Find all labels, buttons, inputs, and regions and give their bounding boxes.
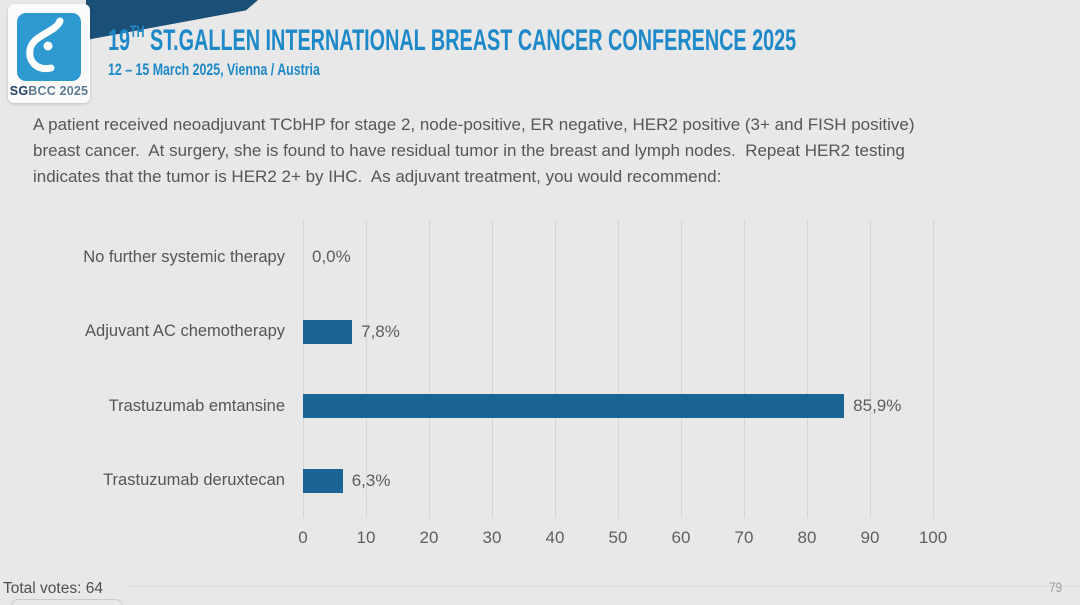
x-tick-label: 10 (356, 528, 376, 547)
x-tick-label: 80 (797, 528, 817, 547)
x-tick-label: 30 (482, 528, 502, 547)
bar-row: No further systemic therapy 0,0% (0, 244, 1080, 270)
title-ordinal: TH (130, 23, 145, 41)
gridline (933, 220, 934, 518)
bar-row: Adjuvant AC chemotherapy 7,8% (0, 319, 1080, 345)
gridline (555, 220, 556, 518)
conference-subtitle: 12 – 15 March 2025, Vienna / Austria (108, 60, 320, 79)
value-label: 7,8% (361, 321, 400, 341)
gridline (303, 220, 304, 518)
x-tick-label: 50 (608, 528, 628, 547)
category-label: Trastuzumab emtansine (108, 396, 285, 415)
bar (303, 394, 845, 419)
x-tick-label: 70 (734, 528, 754, 547)
category-label: No further systemic therapy (83, 247, 285, 266)
gridline (492, 220, 493, 518)
page-number: 79 (1049, 580, 1062, 595)
gridline (366, 220, 367, 518)
x-tick-label: 60 (671, 528, 691, 547)
x-tick-label: 100 (918, 528, 948, 547)
value-label: 6,3% (351, 470, 391, 490)
gridline (870, 220, 871, 518)
sgbcc-logo: SGBCC 2025 (8, 4, 90, 103)
category-label: Trastuzumab deruxtecan (103, 471, 285, 490)
bar-row: Trastuzumab emtansine 85,9% (0, 393, 1080, 419)
x-tick-label: 0 (298, 528, 308, 547)
question-text: A patient received neoadjuvant TCbHP for… (33, 115, 920, 186)
gridline (429, 220, 430, 518)
logo-caption: SGBCC 2025 (8, 84, 90, 98)
bar (303, 319, 353, 344)
logo-caption-sg: SG (9, 84, 29, 98)
value-label: 85,9% (853, 396, 902, 416)
value-label: 0,0% (312, 247, 351, 267)
category-label: Adjuvant AC chemotherapy (85, 322, 285, 341)
title-rest: ST.GALLEN INTERNATIONAL BREAST CANCER CO… (144, 24, 797, 57)
conference-title: 19TH ST.GALLEN INTERNATIONAL BREAST CANC… (108, 23, 797, 57)
x-tick-label: 40 (545, 528, 565, 547)
header-title-block: 19TH ST.GALLEN INTERNATIONAL BREAST CANC… (108, 23, 1080, 80)
gridline (744, 220, 745, 518)
bar-row: Trastuzumab deruxtecan 6,3% (0, 468, 1080, 494)
gridline (807, 220, 808, 518)
sgbcc-logo-icon (17, 13, 81, 81)
title-number: 19 (108, 24, 131, 57)
bar (303, 468, 343, 493)
gridline (618, 220, 619, 518)
gridline (681, 220, 682, 518)
total-votes-label: Total votes: 64 (3, 580, 111, 598)
footer-box-outline (11, 599, 123, 605)
footer-divider (130, 586, 1080, 587)
x-tick-label: 90 (860, 528, 880, 547)
logo-caption-rest: BCC 2025 (28, 84, 89, 98)
x-tick-label: 20 (419, 528, 439, 547)
